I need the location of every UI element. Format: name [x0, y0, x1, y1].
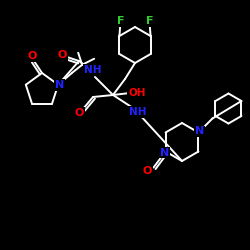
Text: O: O: [57, 50, 67, 60]
Text: N: N: [54, 80, 64, 90]
Text: N: N: [160, 148, 169, 158]
Text: O: O: [143, 166, 152, 176]
Text: NH: NH: [129, 107, 147, 117]
Text: NH: NH: [84, 65, 102, 75]
Text: N: N: [195, 126, 204, 136]
Text: O: O: [74, 108, 84, 118]
Text: F: F: [146, 16, 153, 26]
Text: F: F: [117, 16, 124, 26]
Text: OH: OH: [128, 88, 146, 98]
Text: O: O: [27, 51, 37, 61]
